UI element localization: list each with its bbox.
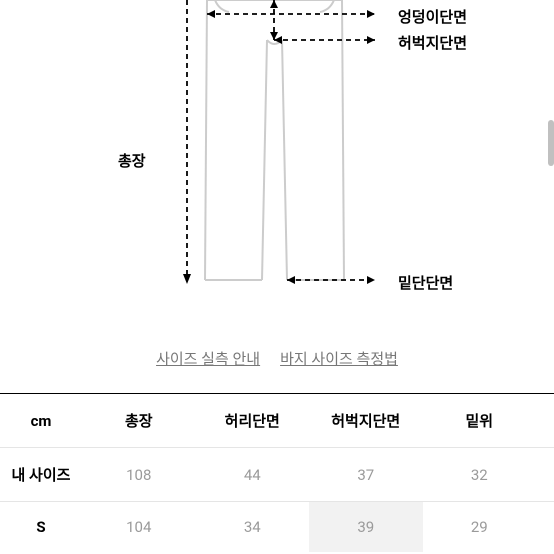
links-row: 사이즈 실측 안내 바지 사이즈 측정법 [0, 348, 554, 369]
header-col-3: 밑위 [423, 394, 537, 448]
cell-overflow [536, 448, 554, 502]
cell: 37 [309, 448, 423, 502]
header-col-overflow [536, 394, 554, 448]
table-body: 내 사이즈 108 44 37 32 S 104 34 39 29 [0, 448, 554, 553]
label-hip: 엉덩이단면 [398, 6, 467, 27]
cell: 104 [82, 502, 196, 553]
link-size-guide[interactable]: 사이즈 실측 안내 [156, 348, 260, 369]
cell: 29 [423, 502, 537, 553]
scrollbar-thumb[interactable] [548, 120, 554, 166]
header-col-2: 허벅지단면 [309, 394, 423, 448]
label-total-length: 총장 [118, 150, 146, 171]
cell: 34 [196, 502, 310, 553]
cell: 44 [196, 448, 310, 502]
size-table: cm 총장 허리단면 허벅지단면 밑위 내 사이즈 108 44 37 32 S… [0, 393, 554, 552]
table-row: S 104 34 39 29 [0, 502, 554, 553]
label-thigh: 허벅지단면 [398, 32, 467, 53]
cell-overflow [536, 502, 554, 553]
pants-diagram: 총장 엉덩이단면 허벅지단면 밑단단면 [0, 0, 554, 340]
label-hem: 밑단단면 [398, 272, 453, 293]
cell: 108 [82, 448, 196, 502]
cell: 32 [423, 448, 537, 502]
pants-outline-svg [107, 0, 447, 330]
table-header-row: cm 총장 허리단면 허벅지단면 밑위 [0, 394, 554, 448]
header-unit: cm [0, 394, 82, 448]
table-row: 내 사이즈 108 44 37 32 [0, 448, 554, 502]
link-pants-method[interactable]: 바지 사이즈 측정법 [280, 348, 398, 369]
cell: 39 [309, 502, 423, 553]
row-label-1: S [0, 502, 82, 553]
row-label-0: 내 사이즈 [0, 448, 82, 502]
header-col-1: 허리단면 [196, 394, 310, 448]
header-col-0: 총장 [82, 394, 196, 448]
